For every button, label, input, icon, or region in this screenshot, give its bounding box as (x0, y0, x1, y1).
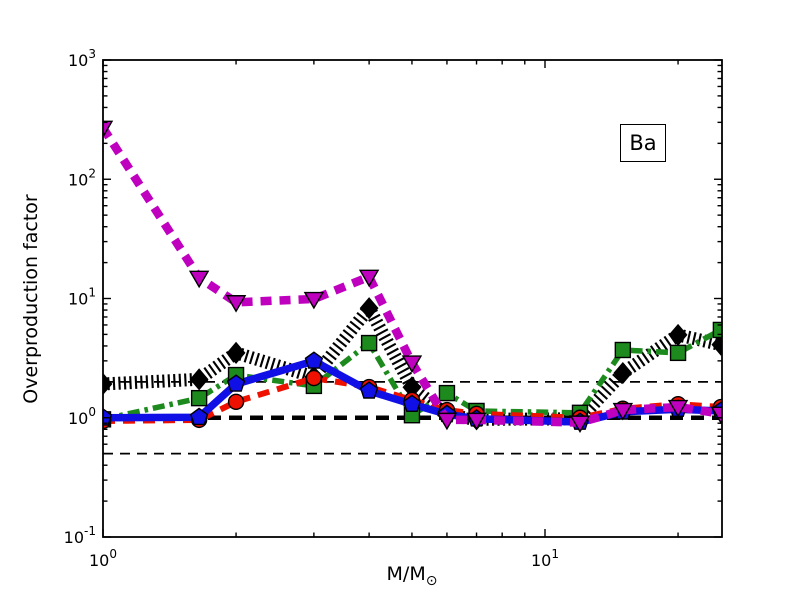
marker-triangle-down (612, 402, 634, 421)
marker-triangle-down (466, 412, 487, 431)
marker-square (360, 334, 378, 352)
markers-magenta-dashed-triangles (103, 120, 722, 434)
marker-diamond (189, 368, 209, 391)
marker-pentagon (189, 407, 209, 426)
marker-circle (305, 369, 323, 387)
marker-triangle-down (401, 355, 423, 374)
x-axis-label-main: M/M (386, 563, 426, 585)
marker-triangle-down (436, 412, 458, 431)
element-label-box: Ba (620, 124, 666, 162)
marker-triangle-down (303, 291, 325, 310)
marker-square (438, 384, 456, 402)
marker-diamond (711, 333, 722, 356)
marker-square (712, 321, 722, 339)
marker-triangle-down (188, 270, 210, 289)
marker-triangle-down (569, 415, 591, 434)
element-label: Ba (629, 131, 657, 155)
marker-pentagon (103, 408, 113, 426)
marker-circle (227, 393, 245, 411)
marker-pentagon (402, 394, 422, 412)
marker-diamond (359, 297, 379, 320)
sun-symbol: ⊙ (425, 573, 438, 589)
marker-triangle-down (358, 269, 380, 288)
marker-pentagon (359, 381, 379, 399)
y-axis-label: Overproduction factor (20, 194, 42, 404)
marker-square (190, 389, 208, 407)
x-axis-label: M/M⊙ (387, 563, 438, 589)
axes-frame (102, 59, 723, 538)
marker-pentagon (226, 374, 246, 392)
series-markers (103, 297, 722, 431)
marker-triangle-down (103, 120, 114, 139)
marker-diamond (613, 361, 633, 385)
marker-pentagon (304, 351, 324, 369)
marker-triangle-down (667, 399, 689, 418)
marker-triangle-down (710, 406, 722, 425)
marker-square (669, 344, 687, 362)
marker-diamond (103, 372, 113, 396)
marker-square (614, 341, 632, 359)
marker-triangle-down (225, 295, 247, 313)
marker-diamond (226, 341, 246, 364)
